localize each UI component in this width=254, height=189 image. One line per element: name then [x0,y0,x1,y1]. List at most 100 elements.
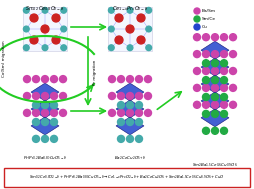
Circle shape [135,92,142,99]
Polygon shape [31,83,59,101]
Polygon shape [116,83,144,101]
Circle shape [117,76,124,83]
Circle shape [117,102,124,109]
Circle shape [50,76,57,83]
Circle shape [202,110,209,117]
Circle shape [41,135,48,142]
Circle shape [135,119,142,125]
Circle shape [220,110,227,117]
Circle shape [61,7,66,13]
Circle shape [42,45,48,51]
Circle shape [41,119,48,125]
Circle shape [115,36,122,44]
Circle shape [41,92,48,99]
Circle shape [193,24,199,30]
Circle shape [41,102,48,109]
FancyBboxPatch shape [5,167,249,187]
Circle shape [220,60,227,67]
Circle shape [23,109,30,116]
Circle shape [202,60,209,67]
Circle shape [117,92,124,99]
Polygon shape [200,92,228,110]
Circle shape [193,8,199,14]
Circle shape [41,76,48,83]
FancyBboxPatch shape [108,7,151,51]
Circle shape [126,102,133,109]
Circle shape [41,109,48,116]
Circle shape [211,101,218,108]
Circle shape [202,101,209,108]
Circle shape [59,76,66,83]
Polygon shape [200,58,228,76]
Circle shape [32,102,39,109]
Circle shape [32,135,39,142]
Circle shape [117,119,124,125]
Circle shape [202,67,209,74]
Circle shape [220,84,227,91]
Polygon shape [200,75,228,93]
Circle shape [229,51,235,58]
Circle shape [193,16,199,22]
Text: Pr migration: Pr migration [93,59,97,85]
Circle shape [211,127,218,134]
Circle shape [136,36,144,44]
Circle shape [23,92,30,99]
Circle shape [108,7,114,13]
Circle shape [126,135,133,142]
Circle shape [220,101,227,108]
Circle shape [126,109,133,116]
Text: Cu: Cu [201,25,207,29]
Circle shape [229,84,235,91]
Circle shape [115,14,122,22]
FancyBboxPatch shape [23,7,67,51]
Circle shape [117,109,124,116]
Text: Sm/Ce: Sm/Ce [201,17,215,21]
Circle shape [211,110,218,117]
Circle shape [220,94,227,101]
Circle shape [52,36,60,44]
Circle shape [202,34,209,41]
Polygon shape [200,41,228,59]
Circle shape [202,84,209,91]
Circle shape [50,135,57,142]
Circle shape [52,14,60,22]
Circle shape [61,26,66,32]
Circle shape [135,109,142,116]
Circle shape [50,109,57,116]
Circle shape [23,7,29,13]
Circle shape [229,34,235,41]
Circle shape [61,45,66,51]
Circle shape [202,77,209,84]
Circle shape [229,67,235,74]
Circle shape [193,34,200,41]
Circle shape [193,101,200,108]
Circle shape [30,14,38,22]
Circle shape [211,67,218,74]
Circle shape [42,7,48,13]
Circle shape [32,92,39,99]
Circle shape [59,92,66,99]
Circle shape [211,51,218,58]
Circle shape [23,26,29,32]
Circle shape [125,25,133,33]
Circle shape [144,92,151,99]
Circle shape [193,67,200,74]
Circle shape [127,7,132,13]
Circle shape [220,67,227,74]
Circle shape [32,109,39,116]
Circle shape [41,25,49,33]
Circle shape [108,109,115,116]
Circle shape [108,45,114,51]
Text: $Pr(Pr_{0.2}Ba_{0.8})CuO_{5-\delta}$: $Pr(Pr_{0.2}Ba_{0.8})CuO_{5-\delta}$ [23,154,67,162]
Circle shape [202,94,209,101]
Circle shape [211,94,218,101]
Circle shape [108,76,115,83]
Circle shape [220,127,227,134]
Circle shape [23,76,30,83]
Circle shape [108,26,114,32]
Circle shape [220,51,227,58]
Circle shape [211,60,218,67]
Text: $Ba_2CeCu_2O_{5+\delta}$: $Ba_2CeCu_2O_{5+\delta}$ [113,154,146,162]
Circle shape [32,119,39,125]
Circle shape [136,14,144,22]
